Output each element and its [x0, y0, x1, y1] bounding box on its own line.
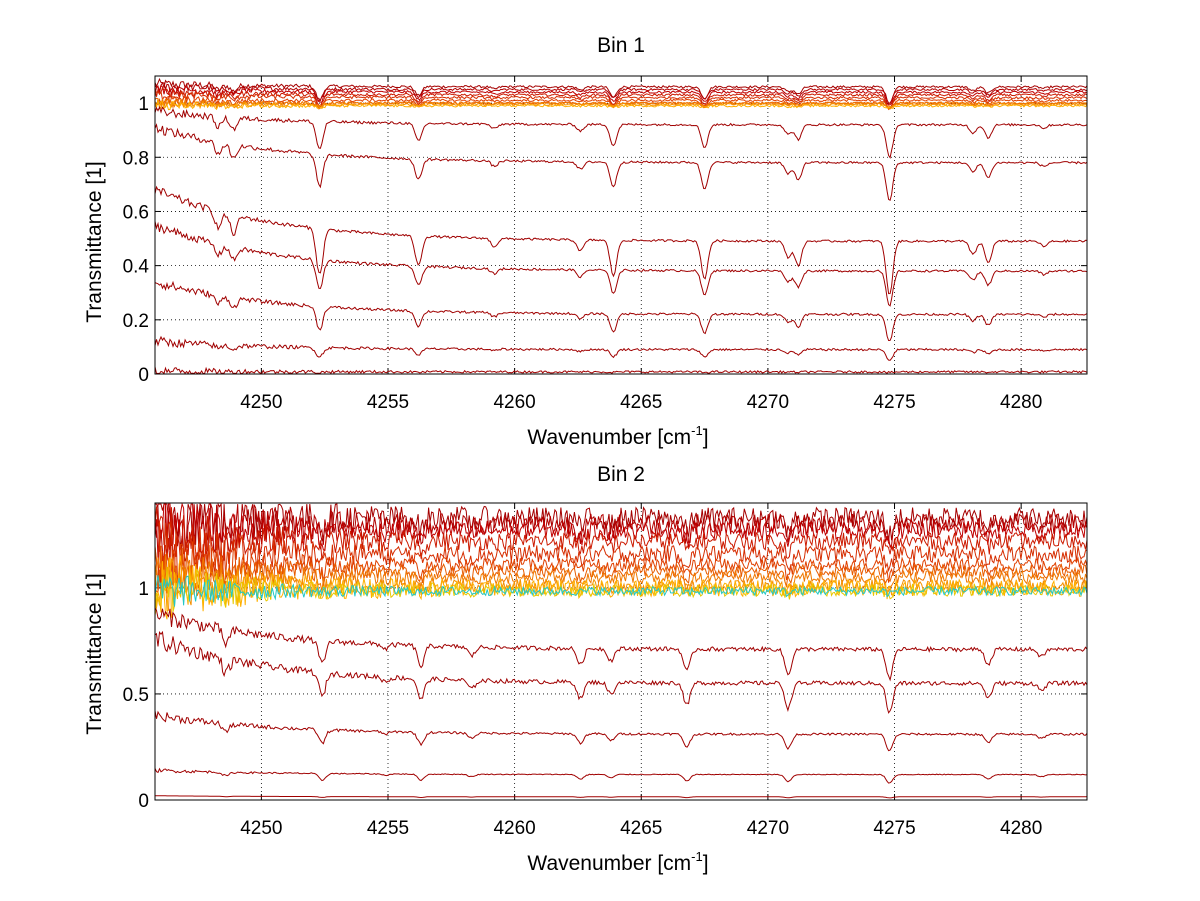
x-tick-label: 4275 [873, 392, 915, 413]
spectrum-line [154, 84, 1088, 106]
y-tick-label: 0 [138, 365, 149, 386]
x-tick-label: 4250 [240, 818, 282, 839]
y-axis-label: Transmittance [1] [83, 161, 106, 322]
y-tick-label: 0.6 [123, 202, 149, 223]
spectrum-line [154, 521, 1088, 595]
x-tick-label: 4255 [367, 392, 409, 413]
y-tick-label: 0.8 [123, 148, 149, 169]
spectrum-line [155, 795, 1087, 799]
x-tick-labels: 4250 4255 4260 4265 4270 4275 4280 [240, 392, 1042, 413]
spectrum-line [154, 541, 1088, 592]
spectrum-line [154, 95, 1088, 110]
spectrum-line [154, 86, 1088, 110]
y-tick-labels: 0 0.2 0.4 0.6 0.8 1 [123, 94, 150, 386]
spectrum-line [154, 185, 1088, 295]
plot-area [154, 77, 1088, 375]
chart-panel-bin-1: Bin 1 4250 4255 4260 4265 4270 4275 4280 00.20… [83, 34, 1088, 449]
axes-frame [154, 502, 1088, 801]
axes-frame [154, 75, 1088, 375]
x-tick-label: 4265 [620, 392, 662, 413]
plot-area [154, 502, 1088, 799]
spectrum-line [154, 98, 1088, 110]
x-tick-label: 4280 [1000, 818, 1042, 839]
spectrum-line [154, 607, 1088, 682]
spectrum-line [154, 99, 1088, 111]
spectrum-line [154, 77, 1088, 105]
y-tick-label: 1 [138, 579, 149, 600]
spectrum-line [155, 503, 1088, 566]
y-axis-label: Transmittance [1] [83, 573, 106, 734]
x-tick-label: 4270 [747, 392, 789, 413]
x-axis-label: Wavenumber [cm-1] [527, 423, 708, 449]
y-tick-label: 0 [138, 791, 149, 812]
chart-panel-bin-2: Bin 2 4250 4255 4260 4265 4270 4275 4280 00.51… [83, 463, 1088, 875]
spectrum-line [154, 105, 1088, 159]
x-tick-label: 4280 [1000, 392, 1042, 413]
spectrum-line [154, 630, 1088, 714]
x-tick-label: 4250 [240, 392, 282, 413]
spectrum-line [154, 335, 1088, 361]
x-tick-label: 4255 [367, 818, 409, 839]
x-tick-label: 4275 [873, 818, 915, 839]
chart-title: Bin 1 [597, 34, 645, 57]
spectrum-line [154, 123, 1088, 201]
y-tick-label: 0.2 [123, 311, 149, 332]
spectrum-line [154, 280, 1088, 342]
spectrum-line [154, 82, 1088, 104]
x-tick-label: 4270 [747, 818, 789, 839]
spectrum-line [154, 90, 1088, 109]
spectrum-line [154, 366, 1088, 375]
y-tick-label: 1 [138, 94, 149, 115]
y-tick-labels: 00.51 [123, 579, 149, 812]
chart-title: Bin 2 [597, 463, 645, 486]
spectrum-line [154, 710, 1088, 752]
y-tick-label: 0.5 [123, 685, 149, 706]
spectrum-line [154, 502, 1088, 555]
spectrum-line [154, 575, 1088, 607]
x-axis-label: Wavenumber [cm-1] [527, 849, 708, 875]
spectrum-line [154, 506, 1088, 569]
x-tick-labels: 4250 4255 4260 4265 4270 4275 4280 [240, 818, 1042, 839]
spectrum-line [154, 221, 1088, 307]
x-tick-label: 4265 [620, 818, 662, 839]
spectrum-line [154, 767, 1088, 784]
x-tick-label: 4260 [493, 392, 535, 413]
x-tick-label: 4260 [493, 818, 535, 839]
y-tick-label: 0.4 [123, 257, 150, 278]
